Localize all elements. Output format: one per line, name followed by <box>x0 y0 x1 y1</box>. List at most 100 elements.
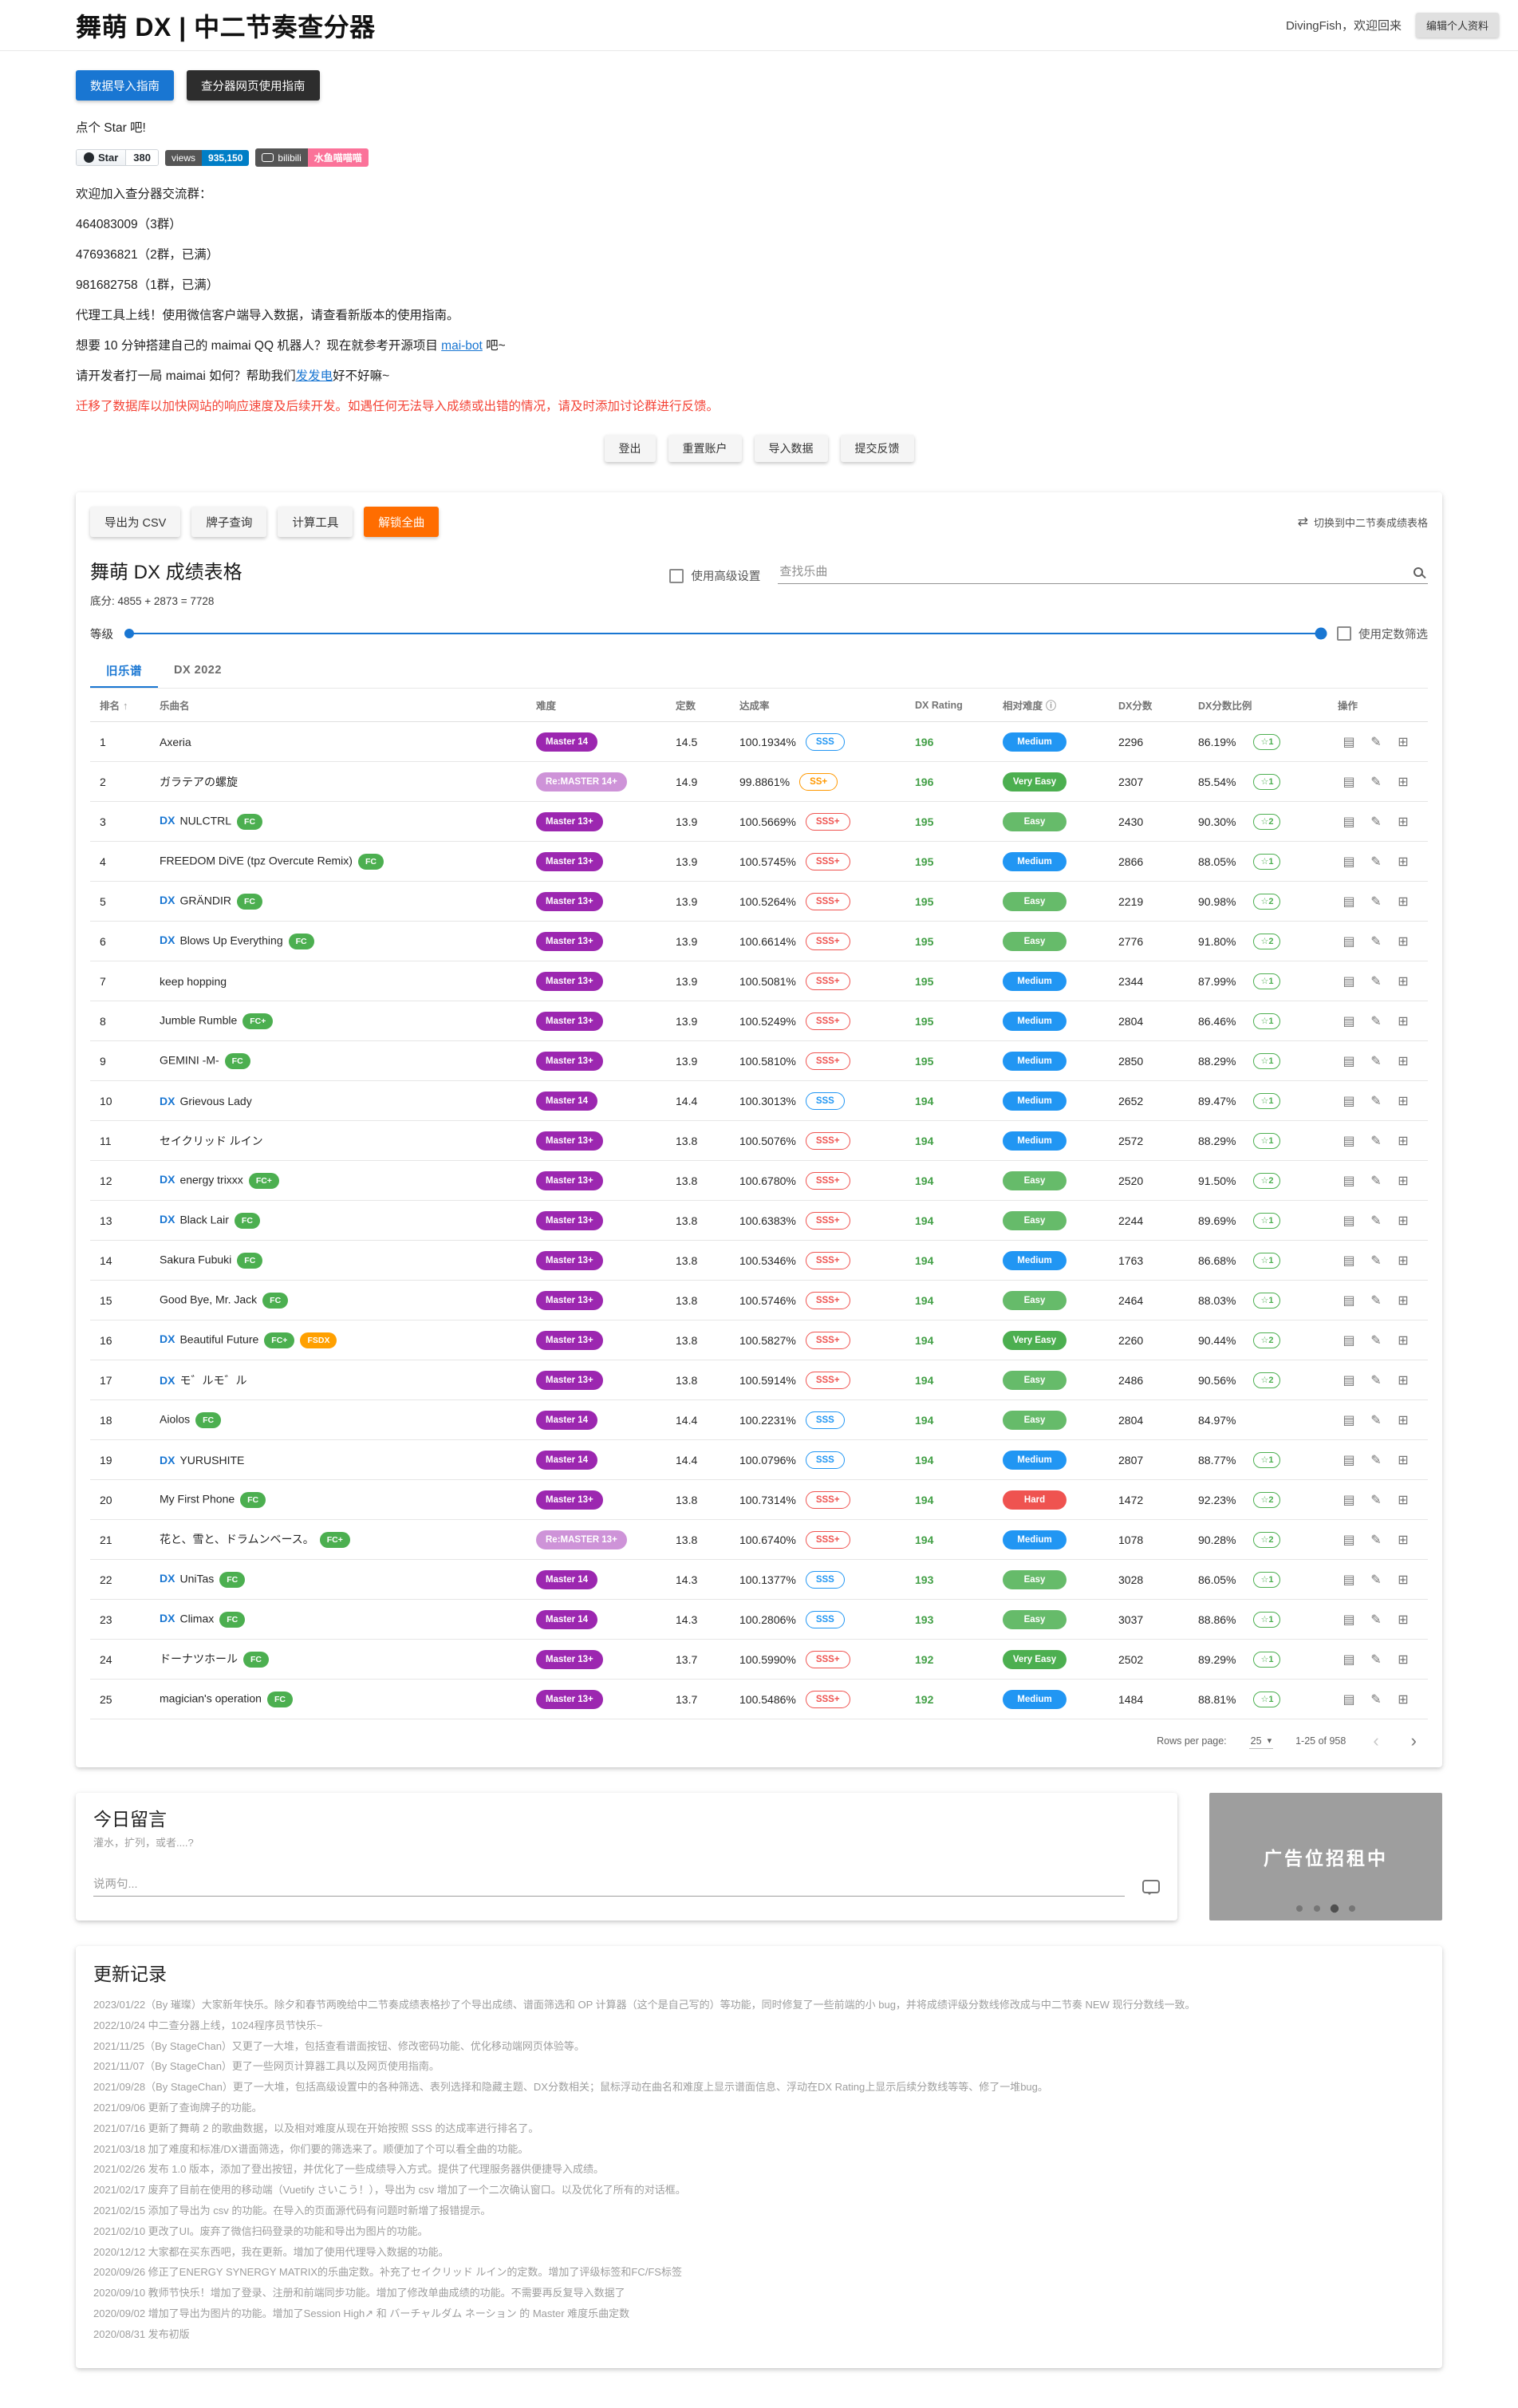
const-filter-checkbox[interactable]: 使用定数筛选 <box>1337 626 1428 642</box>
cover-button[interactable]: ▤ <box>1338 1489 1360 1511</box>
cover-button[interactable]: ▤ <box>1338 1648 1360 1671</box>
edit-button[interactable]: ✎ <box>1365 1409 1387 1431</box>
edit-button[interactable]: ✎ <box>1365 1529 1387 1551</box>
edit-button[interactable]: ✎ <box>1365 1688 1387 1711</box>
tab-dx2022[interactable]: DX 2022 <box>174 664 222 677</box>
donate-link[interactable]: 发发电 <box>295 369 333 383</box>
level-range-slider[interactable] <box>124 622 1327 645</box>
edit-button[interactable]: ✎ <box>1365 811 1387 833</box>
edit-button[interactable]: ✎ <box>1365 1489 1387 1511</box>
edit-button[interactable]: ✎ <box>1365 1369 1387 1392</box>
detail-button[interactable]: ⊞ <box>1392 851 1414 873</box>
edit-button[interactable]: ✎ <box>1365 771 1387 793</box>
carousel-dot[interactable] <box>1330 1904 1339 1913</box>
cover-button[interactable]: ▤ <box>1338 930 1360 953</box>
cover-button[interactable]: ▤ <box>1338 1609 1360 1631</box>
cover-button[interactable]: ▤ <box>1338 771 1360 793</box>
cover-button[interactable]: ▤ <box>1338 811 1360 833</box>
detail-button[interactable]: ⊞ <box>1392 1369 1414 1392</box>
cover-button[interactable]: ▤ <box>1338 1449 1360 1471</box>
edit-button[interactable]: ✎ <box>1365 1249 1387 1272</box>
carousel-dot[interactable] <box>1349 1905 1355 1912</box>
detail-button[interactable]: ⊞ <box>1392 1449 1414 1471</box>
cover-button[interactable]: ▤ <box>1338 1369 1360 1392</box>
cover-button[interactable]: ▤ <box>1338 731 1360 753</box>
cover-button[interactable]: ▤ <box>1338 970 1360 993</box>
cover-button[interactable]: ▤ <box>1338 1210 1360 1232</box>
views-badge[interactable]: views 935,150 <box>165 149 250 166</box>
edit-button[interactable]: ✎ <box>1365 890 1387 913</box>
detail-button[interactable]: ⊞ <box>1392 811 1414 833</box>
cover-button[interactable]: ▤ <box>1338 1688 1360 1711</box>
edit-button[interactable]: ✎ <box>1365 1130 1387 1152</box>
unlock-all-button[interactable]: 解锁全曲 <box>364 507 440 537</box>
detail-button[interactable]: ⊞ <box>1392 1609 1414 1631</box>
cover-button[interactable]: ▤ <box>1338 1010 1360 1032</box>
detail-button[interactable]: ⊞ <box>1392 1249 1414 1272</box>
detail-button[interactable]: ⊞ <box>1392 1170 1414 1192</box>
rows-per-page-select[interactable]: 25 ▾ <box>1248 1734 1274 1749</box>
edit-button[interactable]: ✎ <box>1365 1329 1387 1352</box>
plate-query-button[interactable]: 牌子查询 <box>191 507 267 537</box>
detail-button[interactable]: ⊞ <box>1392 970 1414 993</box>
feedback-button[interactable]: 提交反馈 <box>840 435 914 462</box>
next-page-button[interactable]: › <box>1406 1732 1421 1750</box>
cover-button[interactable]: ▤ <box>1338 1170 1360 1192</box>
edit-button[interactable]: ✎ <box>1365 1210 1387 1232</box>
edit-button[interactable]: ✎ <box>1365 731 1387 753</box>
edit-button[interactable]: ✎ <box>1365 970 1387 993</box>
cover-button[interactable]: ▤ <box>1338 1569 1360 1591</box>
switch-table-button[interactable]: ⇄ 切换到中二节奏成绩表格 <box>1297 515 1428 529</box>
carousel-dot[interactable] <box>1296 1905 1303 1912</box>
cover-button[interactable]: ▤ <box>1338 1529 1360 1551</box>
bilibili-badge[interactable]: bilibili 水鱼喵喵喵 <box>255 148 369 167</box>
prev-page-button[interactable]: ‹ <box>1368 1732 1383 1750</box>
carousel-dot[interactable] <box>1314 1905 1320 1912</box>
edit-button[interactable]: ✎ <box>1365 930 1387 953</box>
detail-button[interactable]: ⊞ <box>1392 1529 1414 1551</box>
edit-button[interactable]: ✎ <box>1365 851 1387 873</box>
detail-button[interactable]: ⊞ <box>1392 771 1414 793</box>
detail-button[interactable]: ⊞ <box>1392 1489 1414 1511</box>
web-guide-button[interactable]: 查分器网页使用指南 <box>187 70 320 101</box>
detail-button[interactable]: ⊞ <box>1392 1050 1414 1072</box>
import-data-button[interactable]: 导入数据 <box>754 435 828 462</box>
calculator-button[interactable]: 计算工具 <box>278 507 353 537</box>
checkbox-box[interactable] <box>669 568 684 583</box>
edit-button[interactable]: ✎ <box>1365 1010 1387 1032</box>
detail-button[interactable]: ⊞ <box>1392 1569 1414 1591</box>
comment-icon[interactable] <box>1142 1880 1160 1895</box>
edit-button[interactable]: ✎ <box>1365 1449 1387 1471</box>
column-header-rank[interactable]: 排名 ↑ <box>90 688 150 722</box>
cover-button[interactable]: ▤ <box>1338 890 1360 913</box>
edit-button[interactable]: ✎ <box>1365 1170 1387 1192</box>
github-star-badge[interactable]: Star 380 <box>76 149 159 166</box>
cover-button[interactable]: ▤ <box>1338 1050 1360 1072</box>
slider-handle-max[interactable] <box>1315 627 1327 640</box>
edit-button[interactable]: ✎ <box>1365 1569 1387 1591</box>
advanced-settings-checkbox[interactable]: 使用高级设置 <box>669 567 760 584</box>
tab-old-charts[interactable]: 旧乐谱 <box>90 653 158 688</box>
detail-button[interactable]: ⊞ <box>1392 1648 1414 1671</box>
song-search-input[interactable] <box>778 564 1407 579</box>
reset-account-button[interactable]: 重置账户 <box>668 435 742 462</box>
detail-button[interactable]: ⊞ <box>1392 1090 1414 1112</box>
detail-button[interactable]: ⊞ <box>1392 731 1414 753</box>
detail-button[interactable]: ⊞ <box>1392 1210 1414 1232</box>
cover-button[interactable]: ▤ <box>1338 1249 1360 1272</box>
cover-button[interactable]: ▤ <box>1338 1409 1360 1431</box>
cover-button[interactable]: ▤ <box>1338 1289 1360 1312</box>
detail-button[interactable]: ⊞ <box>1392 1010 1414 1032</box>
edit-button[interactable]: ✎ <box>1365 1090 1387 1112</box>
detail-button[interactable]: ⊞ <box>1392 1329 1414 1352</box>
edit-profile-button[interactable]: 编辑个人资料 <box>1415 13 1499 38</box>
detail-button[interactable]: ⊞ <box>1392 890 1414 913</box>
detail-button[interactable]: ⊞ <box>1392 1289 1414 1312</box>
edit-button[interactable]: ✎ <box>1365 1289 1387 1312</box>
maibot-link[interactable]: mai-bot <box>441 339 483 353</box>
edit-button[interactable]: ✎ <box>1365 1648 1387 1671</box>
cover-button[interactable]: ▤ <box>1338 1090 1360 1112</box>
edit-button[interactable]: ✎ <box>1365 1050 1387 1072</box>
cover-button[interactable]: ▤ <box>1338 851 1360 873</box>
cover-button[interactable]: ▤ <box>1338 1130 1360 1152</box>
